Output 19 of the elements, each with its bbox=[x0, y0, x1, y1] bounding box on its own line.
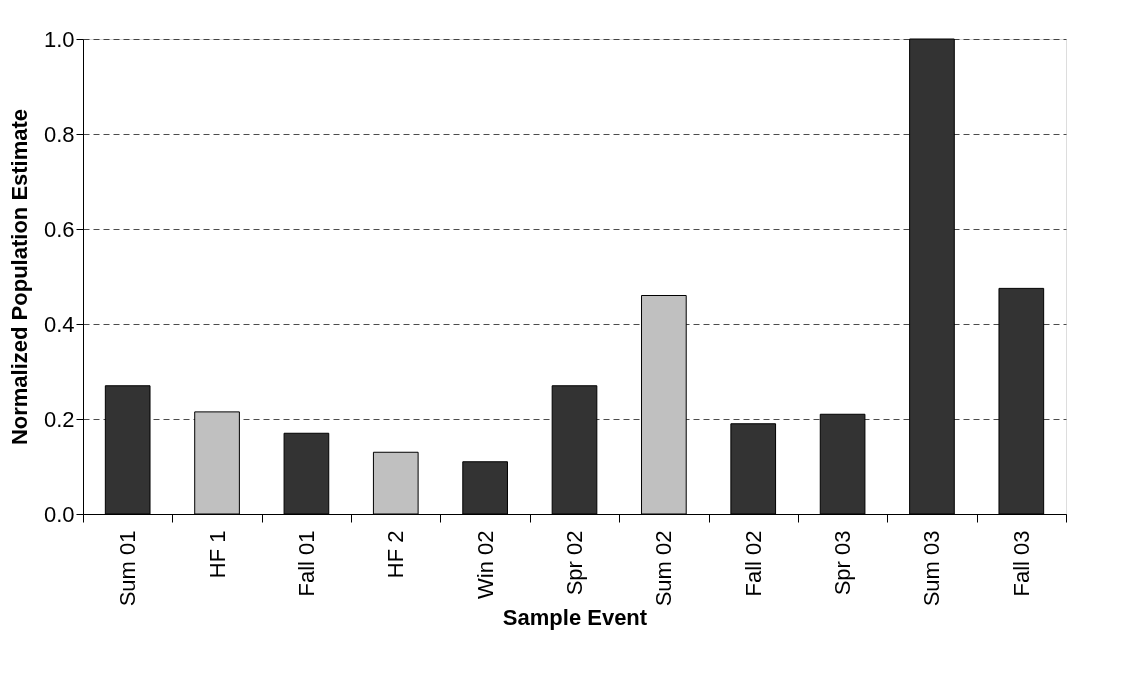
x-tick-label: Sum 01 bbox=[115, 530, 141, 607]
x-tick-label: Spr 02 bbox=[562, 530, 587, 596]
x-axis-title: Sample Event bbox=[502, 605, 648, 631]
y-tick-label: 0.8 bbox=[43, 121, 75, 147]
x-tick-label: HF 2 bbox=[383, 530, 409, 579]
x-tick-label: Fall 02 bbox=[740, 530, 766, 597]
x-tick-label: Spr 03 bbox=[830, 530, 856, 596]
y-tick-label: 0.6 bbox=[43, 216, 75, 242]
y-tick-label: 0.2 bbox=[43, 406, 75, 432]
y-tick-label: 0.0 bbox=[43, 501, 75, 527]
y-tick-label: 1.0 bbox=[43, 26, 75, 52]
x-tick-label: Fall 01 bbox=[293, 530, 319, 597]
y-axis-title: Normalized Population Estimate bbox=[6, 108, 32, 446]
x-tick-label: Win 02 bbox=[472, 530, 498, 599]
x-tick-label: Fall 03 bbox=[1008, 530, 1034, 597]
x-tick-label: Sum 03 bbox=[919, 530, 945, 607]
y-tick-label: 0.4 bbox=[43, 311, 75, 337]
x-tick-label: HF 1 bbox=[204, 530, 230, 579]
x-tick-label: Sum 02 bbox=[651, 530, 677, 607]
